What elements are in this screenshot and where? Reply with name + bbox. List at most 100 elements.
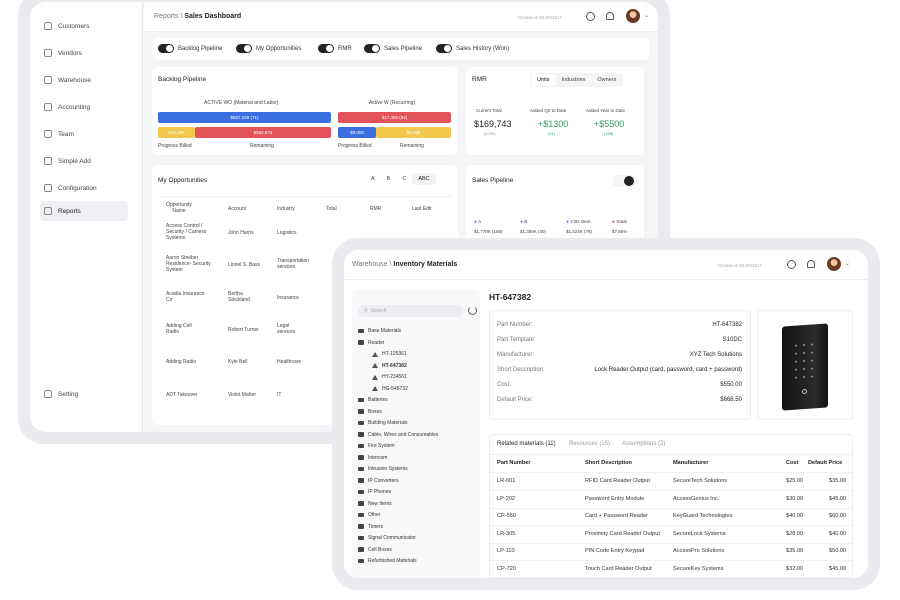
tree-folder[interactable]: Timers <box>358 524 383 530</box>
tree-folder[interactable]: Cell Boxes <box>358 547 392 553</box>
toggle-my-opportunities[interactable]: My Opportunities <box>236 44 301 53</box>
part-number: LP-110 <box>497 548 515 555</box>
table-row[interactable]: LP-110 PIN Code Entry Keypad AccessPro Sol… <box>490 543 852 562</box>
toggle-sales-pipeline[interactable]: Sales Pipeline <box>364 44 422 53</box>
sidebar-item-configuration[interactable]: Configuration <box>40 178 128 198</box>
legend-dot: ● <box>474 220 477 225</box>
search-icon[interactable] <box>586 12 595 21</box>
table-row[interactable]: LR-305 Proximity Card Reader Output Secure… <box>490 526 852 544</box>
toggle-rmr[interactable]: RMR <box>318 44 352 53</box>
opportunity-name[interactable]: Adding Cell Radio <box>166 323 192 335</box>
customers-icon <box>44 22 52 30</box>
sidebar-item-vendors[interactable]: Vendors <box>40 43 128 63</box>
sidebar-item-label: Configuration <box>58 184 97 192</box>
avatar[interactable] <box>827 257 841 271</box>
chevron-down-icon[interactable]: ⌄ <box>644 13 650 19</box>
table-row[interactable]: CP-720 Touch Card Reader Output SecureKey … <box>490 561 852 578</box>
tree-folder[interactable]: Fire System <box>358 443 395 449</box>
tree-folder[interactable]: Intrusion Systems <box>358 466 408 472</box>
part-number: LR-001 <box>497 478 516 484</box>
tree-folder[interactable]: Reader <box>358 340 384 346</box>
chevron-down-icon[interactable]: ⌄ <box>845 261 851 267</box>
progress-billed-bar[interactable]: $16,267 <box>158 127 195 138</box>
tree-folder[interactable]: Base Materials <box>358 328 401 334</box>
tab-related-materials[interactable]: Related materials (11) <box>497 441 556 447</box>
search-input[interactable]: ⚲ Search <box>358 305 463 317</box>
toggle-sales-history[interactable]: Sales History (Won) <box>436 44 509 53</box>
tree-folder[interactable]: IP Phones <box>358 489 391 495</box>
filter-abc[interactable]: ABC <box>412 173 436 185</box>
opportunity-name[interactable]: Adding Radio <box>166 359 197 365</box>
card-title: Sales Pipeline <box>472 177 514 184</box>
filter-b[interactable]: B <box>386 176 391 182</box>
opportunity-name[interactable]: Access Control / Security / Camera Syste… <box>166 223 207 241</box>
remaining-label: Remaining <box>400 143 424 149</box>
search-icon[interactable] <box>787 260 796 269</box>
active-wo-label: ACTIVE WO (Material and Labor) <box>204 100 279 106</box>
sidebar-item-customers[interactable]: Customers <box>40 16 128 36</box>
bell-icon[interactable] <box>606 12 614 20</box>
remaining-bar[interactable]: $552,872 <box>195 127 331 138</box>
avatar[interactable] <box>626 9 640 23</box>
detail-value: Lock Reader Output (card, password, card… <box>594 367 742 373</box>
toggle-switch[interactable] <box>158 44 174 53</box>
tree-label: Timers <box>368 523 384 530</box>
tree-folder[interactable]: Other <box>358 512 381 518</box>
tree-folder[interactable]: Cable, Wires and Consumables <box>358 432 438 438</box>
sidebar-item-warehouse[interactable]: Warehouse <box>40 70 128 90</box>
tree-folder[interactable]: Intercom <box>358 455 387 461</box>
tree-folder[interactable]: Building Materials <box>358 420 407 426</box>
tab-units[interactable]: Units <box>531 74 556 86</box>
component-icon <box>372 351 378 357</box>
active-w-bar[interactable]: $17,456 (92) <box>338 112 451 123</box>
column-header-short-description: Short Description <box>585 460 632 466</box>
tree-folder[interactable]: IP Converters <box>358 478 398 484</box>
toggle-switch[interactable] <box>436 44 452 53</box>
toggle-switch[interactable] <box>318 44 334 53</box>
toggle-switch[interactable] <box>364 44 380 53</box>
sidebar-item-accounting[interactable]: Accounting <box>40 97 128 117</box>
remaining-bar-recurring[interactable]: $8,456 <box>376 127 451 138</box>
tree-folder[interactable]: Refurbished Materials <box>358 558 417 564</box>
opportunity-name[interactable]: ADT Takeover <box>166 392 198 398</box>
breadcrumb-root[interactable]: Warehouse <box>352 261 388 268</box>
sidebar-item-team[interactable]: Team <box>40 124 128 144</box>
tab-resources[interactable]: Resources (15) <box>569 441 611 447</box>
toggle-switch[interactable] <box>236 44 252 53</box>
tree-label: Batteries <box>368 397 388 403</box>
short-description: Card + Password Reader <box>585 513 648 520</box>
progress-billed-bar-recurring[interactable]: $9,000 <box>338 127 376 138</box>
tree-item[interactable]: HG-546732 <box>372 386 408 392</box>
short-description: Password Entry Module <box>585 495 645 502</box>
sidebar-item-simple-add[interactable]: Simple Add <box>40 151 128 171</box>
tab-owners[interactable]: Owners <box>597 77 617 83</box>
breadcrumb-root[interactable]: Reports <box>154 13 179 20</box>
sidebar-item-setting[interactable]: Setting <box>40 384 128 404</box>
refresh-icon[interactable] <box>468 306 477 315</box>
tree-label: Reader <box>368 339 385 346</box>
tree-folder[interactable]: New Items <box>358 501 392 507</box>
opportunity-name[interactable]: Acadia Insurance Co <box>166 291 205 303</box>
tree-item[interactable]: HT-647382 <box>372 363 407 369</box>
table-row[interactable]: CP-550 Card + Password Reader KeyGuard Tec… <box>490 508 852 527</box>
toggle-backlog-pipeline[interactable]: Backlog Pipeline <box>158 44 222 53</box>
bell-icon[interactable] <box>807 260 815 268</box>
tab-industries[interactable]: Industries <box>561 77 586 83</box>
tree-item[interactable]: HT-125361 <box>372 351 407 357</box>
tree-folder[interactable]: Batteries <box>358 397 388 403</box>
active-wo-bar[interactable]: $587,229 (71) <box>158 112 331 123</box>
detail-row: Short Description: Lock Reader Output (ca… <box>497 364 742 376</box>
table-row[interactable]: LR-001 RFID Card Reader Output SecureTech … <box>490 473 852 491</box>
filter-a[interactable]: A <box>371 176 375 182</box>
tree-folder[interactable]: Boxes <box>358 409 382 415</box>
opportunity-name[interactable]: Aaron Streiber Residence- Security Syste… <box>166 255 211 273</box>
toggle-label: Sales Pipeline <box>384 45 423 52</box>
chart-view-icon[interactable] <box>624 176 634 186</box>
filter-c[interactable]: C <box>402 176 407 182</box>
sidebar-item-reports[interactable]: Reports <box>40 201 128 221</box>
tree-item[interactable]: HY-234561 <box>372 374 407 380</box>
column-header-default-price: Default Price <box>808 460 843 466</box>
table-row[interactable]: LP-202 Password Entry Module AccessGenius … <box>490 491 852 509</box>
tree-folder[interactable]: Signal Communicator <box>358 535 416 541</box>
tab-assumptions[interactable]: Assumptions (2) <box>622 441 666 447</box>
